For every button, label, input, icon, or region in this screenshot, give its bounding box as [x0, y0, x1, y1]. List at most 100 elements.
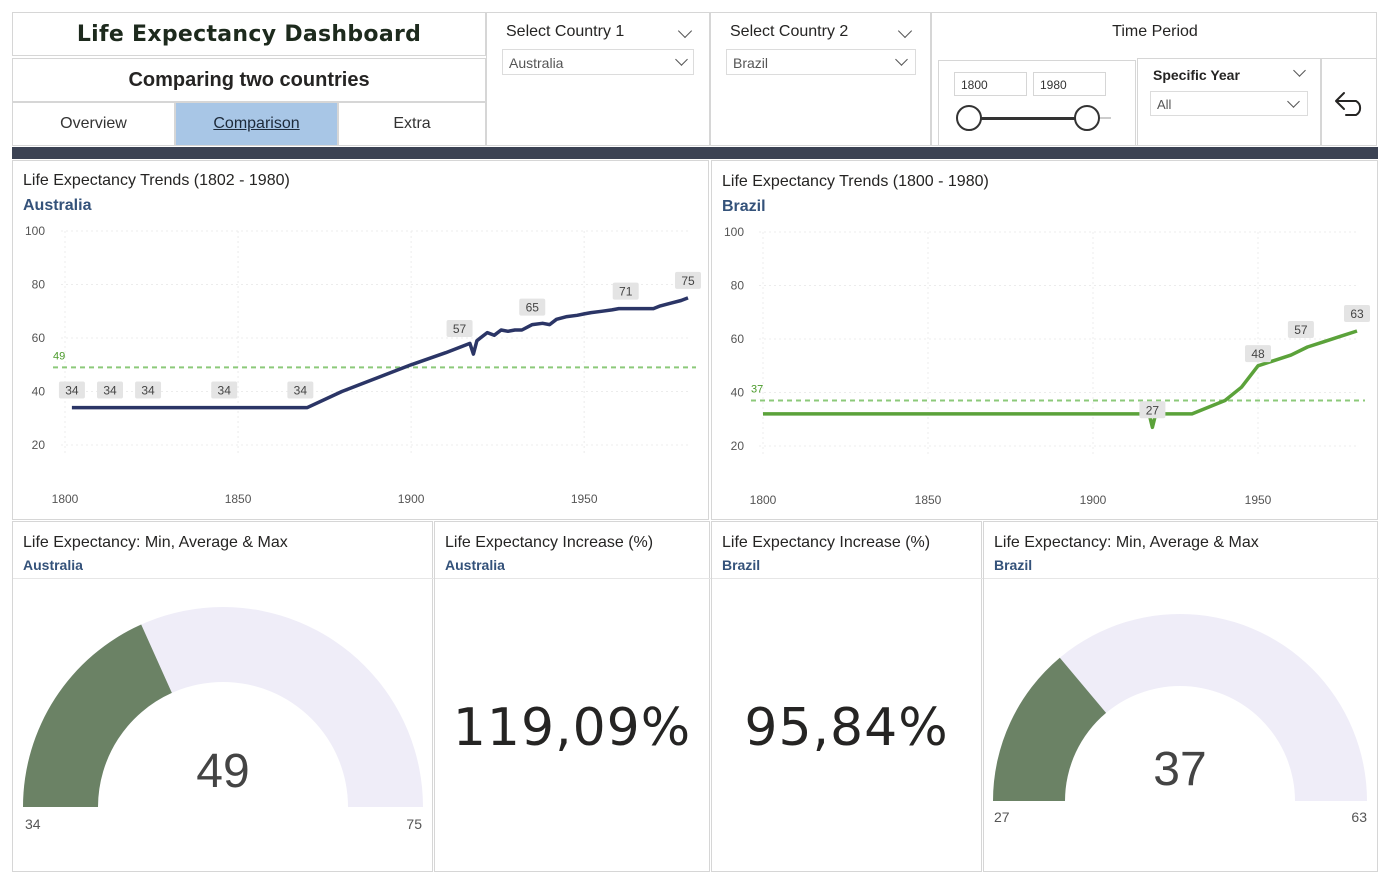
page-subtitle: Comparing two countries [128, 68, 370, 91]
tab-comparison[interactable]: Comparison [175, 102, 338, 146]
gauge-max-label: 63 [1351, 809, 1367, 825]
gauge-min-label: 27 [994, 809, 1010, 825]
chevron-down-icon [895, 53, 908, 66]
average-reference-label: 49 [53, 350, 65, 362]
australia-gauge-panel: Life Expectancy: Min, Average & Max Aust… [12, 521, 434, 872]
x-tick-label: 1950 [571, 492, 598, 506]
australia-trend-chart: 1800 1850 1900 1950 20 40 60 80 100 49 34 34 34 34 34 5… [25, 224, 701, 506]
specific-year-slicer [1137, 58, 1321, 146]
reset-button[interactable] [1321, 58, 1377, 146]
chart-subtitle: Australia [23, 197, 92, 214]
data-label: 48 [1251, 347, 1265, 361]
subtitle-box: Comparing two countries [12, 58, 486, 102]
tab-overview[interactable]: Overview [12, 102, 175, 146]
data-label-box [612, 282, 639, 300]
y-tick-label: 40 [731, 386, 745, 400]
time-period-slicer: Time Period [931, 12, 1377, 146]
country1-slicer-label: Select Country 1 [506, 23, 625, 40]
country2-slicer: Select Country 2 Brazil [710, 12, 931, 146]
australia-trend-panel: Life Expectancy Trends (1802 - 1980) Aus… [12, 160, 709, 520]
year-from-input[interactable]: 1800 [954, 72, 1027, 96]
slider-handle-start[interactable] [956, 105, 982, 131]
data-label: 65 [526, 301, 540, 315]
data-label: 75 [681, 274, 695, 288]
country2-dropdown-value: Brazil [733, 55, 769, 71]
series-line [763, 329, 1358, 430]
gauge-subtitle: Australia [23, 557, 83, 573]
data-label-box [135, 381, 162, 399]
year-range-slider-box [938, 60, 1136, 146]
title-box: Life Expectancy Dashboard [12, 12, 486, 56]
chevron-down-icon[interactable] [897, 23, 913, 39]
slider-handle-end[interactable] [1074, 105, 1100, 131]
specific-year-dropdown[interactable]: All [1150, 91, 1308, 116]
panel-divider [13, 578, 434, 579]
gauge-value: 37 [1153, 743, 1206, 796]
gauge-fill [993, 657, 1107, 801]
country2-slicer-label: Select Country 2 [730, 23, 849, 40]
data-label-box [1139, 401, 1166, 419]
specific-year-value: All [1157, 97, 1172, 112]
data-label-box [446, 320, 473, 338]
country1-dropdown[interactable]: Australia [502, 49, 694, 75]
data-label: 71 [619, 285, 633, 299]
data-label: 34 [65, 384, 79, 398]
australia-gauge: 49 34 75 [23, 607, 423, 832]
data-label: 63 [1350, 307, 1364, 321]
brazil-trend-panel: Life Expectancy Trends (1800 - 1980) Bra… [711, 160, 1378, 520]
data-label: 34 [294, 384, 308, 398]
chart-subtitle: Brazil [722, 198, 766, 215]
brazil-increase-card: Life Expectancy Increase (%) Brazil 95,8… [711, 521, 983, 872]
chart-title: Life Expectancy Trends (1800 - 1980) [722, 173, 989, 190]
y-tick-label: 20 [731, 439, 745, 453]
x-tick-label: 1800 [52, 492, 79, 506]
data-label: 34 [141, 384, 155, 398]
data-label-box [96, 381, 123, 399]
y-tick-label: 100 [724, 225, 744, 239]
y-tick-label: 80 [32, 278, 46, 292]
data-label: 34 [103, 384, 117, 398]
data-label: 57 [1294, 323, 1308, 337]
brazil-trend-chart: 1800 1850 1900 1950 20 40 60 80 100 37 27 48 57 63 [724, 225, 1370, 507]
chevron-down-icon [675, 53, 688, 66]
y-tick-label: 60 [731, 332, 745, 346]
data-label-box [675, 271, 701, 289]
data-label-box [58, 381, 85, 399]
y-tick-label: 20 [32, 438, 46, 452]
y-tick-label: 100 [25, 224, 45, 238]
data-label-box [519, 298, 546, 316]
y-tick-label: 40 [32, 385, 46, 399]
gauge-min-label: 34 [25, 816, 41, 832]
x-tick-label: 1850 [225, 492, 252, 506]
country1-dropdown-value: Australia [509, 55, 564, 71]
card-title: Life Expectancy Increase (%) [722, 534, 931, 551]
chevron-down-icon[interactable] [677, 23, 693, 39]
data-label-box [287, 381, 314, 399]
card-title: Life Expectancy Increase (%) [445, 534, 654, 551]
series-line [71, 296, 689, 410]
country2-dropdown[interactable]: Brazil [726, 49, 916, 75]
slider-track[interactable] [968, 117, 1087, 120]
tab-extra[interactable]: Extra [338, 102, 486, 146]
year-to-input[interactable]: 1980 [1033, 72, 1106, 96]
y-tick-label: 80 [731, 279, 745, 293]
brazil-gauge-panel: Life Expectancy: Min, Average & Max Braz… [983, 521, 1379, 872]
card-subtitle: Australia [445, 557, 505, 573]
brazil-gauge: 37 27 63 [993, 614, 1367, 825]
data-label: 57 [453, 322, 467, 336]
x-tick-label: 1900 [1080, 493, 1107, 507]
x-tick-label: 1950 [1245, 493, 1272, 507]
header-divider-bar [12, 147, 1378, 159]
gauge-track [993, 614, 1367, 801]
gauge-title: Life Expectancy: Min, Average & Max [23, 534, 288, 551]
x-tick-label: 1850 [915, 493, 942, 507]
panel-divider [712, 578, 983, 579]
data-label-box [1245, 345, 1271, 363]
x-tick-label: 1900 [398, 492, 425, 506]
gauge-title: Life Expectancy: Min, Average & Max [994, 534, 1259, 551]
kpi-value: 119,09% [452, 698, 692, 758]
gauge-value: 49 [196, 745, 249, 798]
undo-arrow-icon [1335, 92, 1362, 116]
data-label-box [1287, 321, 1314, 339]
data-label: 27 [1146, 403, 1160, 417]
